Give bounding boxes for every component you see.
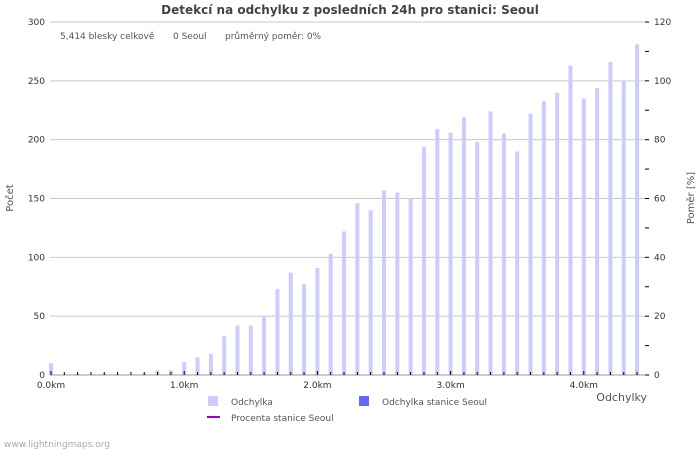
bar [248,325,253,375]
chart-title: Detekcí na odchylku z posledních 24h pro… [161,3,539,17]
bar [408,198,413,375]
x-tick-label: 2.0km [303,381,331,391]
bar [435,129,440,375]
bar [515,151,520,375]
y-tick-label: 250 [28,77,45,87]
bar [421,146,426,375]
y-tick-label: 100 [28,253,45,263]
bar [528,113,533,375]
bar [501,133,506,375]
bar [222,336,227,375]
legend-station: Odchylka stanice Seoul [382,398,487,408]
bar [262,316,267,375]
bar [288,272,293,375]
y2-tick-label: 0 [654,371,660,381]
x-tick-label: 4.0km [570,381,598,391]
x-axis-label: Odchylky [596,391,647,404]
bar [475,142,480,375]
y2-axis-label: Poměr [%] [685,172,697,224]
bar [555,92,560,375]
bar [461,117,466,375]
x-tick-label: 3.0km [436,381,464,391]
bar [302,284,307,375]
bar [595,87,600,375]
y-tick-label: 300 [28,18,45,28]
legend-odchylka: Odchylka [231,398,273,408]
bar [621,80,626,375]
bar [635,44,640,376]
x-tick-label: 0.0km [37,381,65,391]
y-tick-label: 200 [28,136,45,146]
y2-tick-label: 100 [654,77,671,87]
bar [208,353,213,375]
bar [355,203,360,375]
bar [368,210,373,375]
bar [581,98,586,375]
bar [342,231,347,375]
y-tick-label: 150 [28,195,45,205]
bar [49,363,53,375]
bar [235,325,240,375]
summary-ratio: průměrný poměr: 0% [225,31,322,42]
bar [541,100,546,375]
y2-tick-label: 120 [654,18,671,28]
y2-tick-label: 20 [654,312,666,322]
bar [488,111,493,375]
bar [195,357,200,375]
summary-total: 5,414 blesky celkově [60,32,155,42]
bar [275,289,280,375]
bar [382,190,386,375]
y-tick-label: 50 [34,312,46,322]
y-axis-label: Počet [4,184,16,211]
legend-swatch-odchylka [208,396,218,406]
bar [608,62,613,376]
bar [328,253,333,375]
bar [182,362,187,375]
summary-station: 0 Seoul [173,32,207,42]
bar [395,192,400,375]
legend-percent: Procenta stanice Seoul [231,414,334,424]
x-tick-label: 1.0km [170,381,198,391]
bar [568,65,573,375]
legend-swatch-station [359,396,369,406]
y2-tick-label: 40 [654,253,666,263]
y-tick-label: 0 [39,371,45,381]
y2-tick-label: 80 [654,136,666,146]
y2-tick-label: 60 [654,195,666,205]
bar [315,267,320,375]
bar [448,132,453,375]
footer-credit: www.lightningmaps.org [4,440,110,450]
